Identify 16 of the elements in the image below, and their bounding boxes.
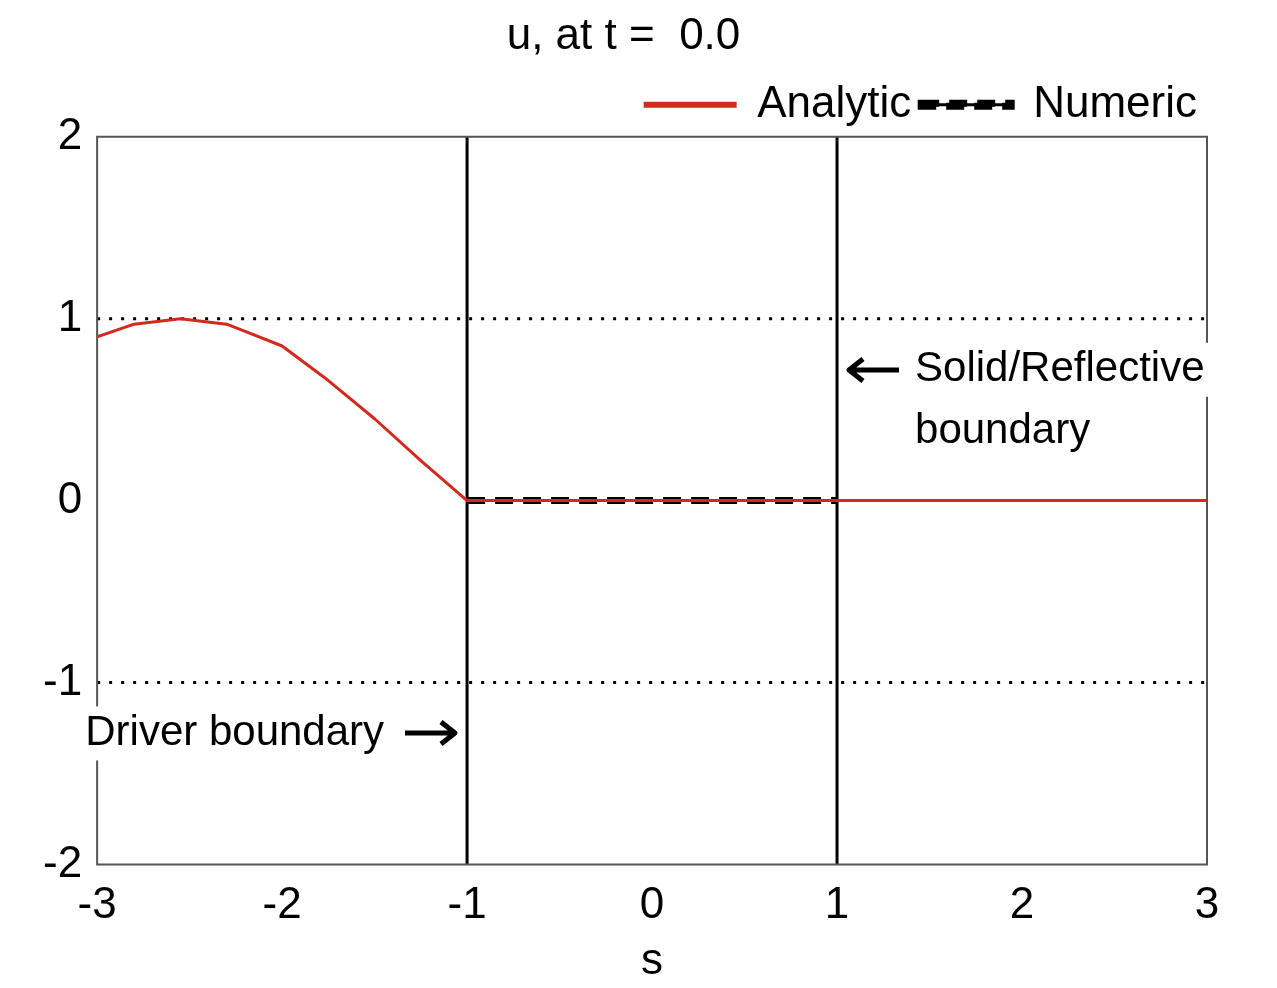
ref-line-label: Solid/Reflective boundary bbox=[915, 343, 1205, 453]
x-tick-label: 2 bbox=[1009, 877, 1035, 927]
x-tick-label: 1 bbox=[824, 877, 850, 927]
legend-label: Analytic bbox=[757, 76, 912, 126]
ref-line-label: Driver boundary bbox=[85, 707, 385, 755]
y-tick-label: 1 bbox=[57, 290, 83, 340]
x-tick-label: -2 bbox=[262, 877, 302, 927]
y-tick-label: 2 bbox=[57, 108, 83, 158]
y-tick-label: -1 bbox=[43, 654, 83, 704]
x-tick-label: -1 bbox=[447, 877, 487, 927]
y-tick-label: 0 bbox=[57, 472, 83, 522]
legend-label: Numeric bbox=[1033, 76, 1197, 126]
x-axis-title: s bbox=[641, 933, 664, 983]
x-tick-label: 0 bbox=[639, 877, 665, 927]
chart-title: u, at t = 0.0 bbox=[506, 8, 741, 58]
x-tick-label: 3 bbox=[1194, 877, 1220, 927]
